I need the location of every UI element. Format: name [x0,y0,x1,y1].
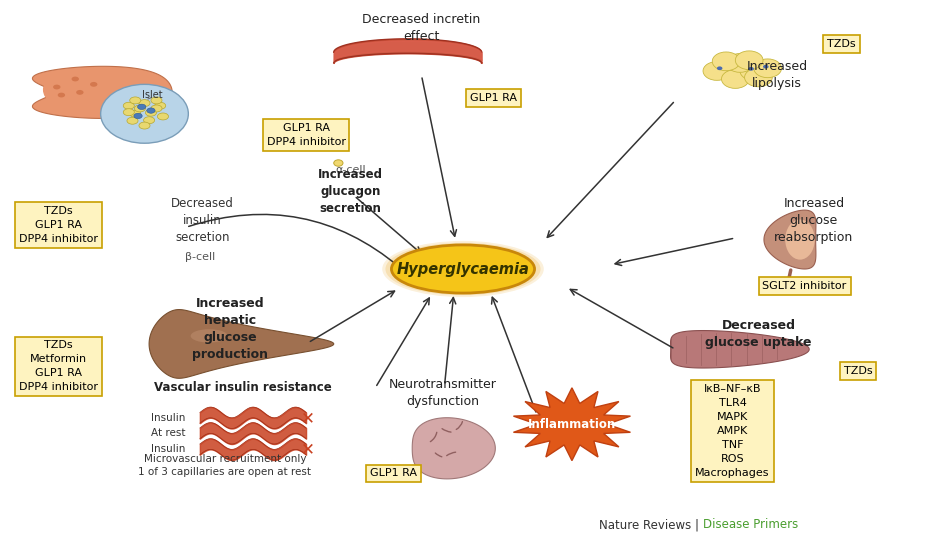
Text: β-cell: β-cell [185,252,215,262]
Text: SGLT2 inhibitor: SGLT2 inhibitor [762,281,846,291]
Text: Insulin: Insulin [151,413,185,423]
Ellipse shape [763,65,769,68]
Text: GLP1 RA: GLP1 RA [370,469,418,478]
Text: IκB–NF–κB
TLR4
MAPK
AMPK
TNF
ROS
Macrophages: IκB–NF–κB TLR4 MAPK AMPK TNF ROS Macroph… [695,384,770,478]
Text: Decreased
glucose uptake: Decreased glucose uptake [706,319,812,349]
Text: At rest: At rest [151,428,185,438]
Text: TZDs
Metformin
GLP1 RA
DPP4 inhibitor: TZDs Metformin GLP1 RA DPP4 inhibitor [19,341,98,392]
Ellipse shape [155,102,166,109]
Ellipse shape [76,90,83,95]
Ellipse shape [333,160,343,166]
Text: Increased
glucagon
secretion: Increased glucagon secretion [318,168,382,215]
Ellipse shape [134,105,145,112]
Ellipse shape [144,117,155,124]
Text: Disease Primers: Disease Primers [703,518,798,532]
Ellipse shape [392,245,534,293]
Ellipse shape [740,62,768,80]
Ellipse shape [745,68,772,87]
Polygon shape [764,210,816,269]
Ellipse shape [90,82,97,87]
Text: ✕: ✕ [301,441,315,458]
Ellipse shape [712,52,740,70]
Ellipse shape [57,93,65,97]
Text: Decreased incretin
effect: Decreased incretin effect [362,13,481,43]
Text: Insulin: Insulin [151,444,185,455]
Ellipse shape [147,108,156,114]
Text: GLP1 RA
DPP4 inhibitor: GLP1 RA DPP4 inhibitor [267,123,345,147]
Text: Hyperglycaemia: Hyperglycaemia [396,261,530,277]
Text: Increased
lipolysis: Increased lipolysis [746,60,807,90]
Text: Vascular insulin resistance: Vascular insulin resistance [155,381,332,394]
Ellipse shape [53,84,60,89]
Text: Nature Reviews |: Nature Reviews | [599,518,703,532]
Ellipse shape [127,117,138,124]
Text: Decreased
insulin
secretion: Decreased insulin secretion [171,197,234,244]
Ellipse shape [138,104,146,110]
Polygon shape [32,66,172,118]
Ellipse shape [139,122,150,129]
Text: TZDs: TZDs [844,366,872,376]
Text: GLP1 RA: GLP1 RA [470,93,517,103]
Ellipse shape [71,76,79,81]
Text: ✕: ✕ [301,409,315,427]
Ellipse shape [123,109,134,116]
Text: Neurotransmitter
dysfunction: Neurotransmitter dysfunction [389,378,496,408]
Ellipse shape [703,62,731,80]
Ellipse shape [130,110,141,117]
Polygon shape [670,330,809,368]
Polygon shape [149,309,333,378]
Ellipse shape [754,59,782,77]
Ellipse shape [382,241,544,297]
Ellipse shape [785,220,815,260]
Ellipse shape [735,51,763,69]
Ellipse shape [726,54,754,72]
Ellipse shape [151,97,162,104]
Ellipse shape [385,243,541,295]
Ellipse shape [717,66,722,70]
Text: Increased
hepatic
glucose
production: Increased hepatic glucose production [193,297,269,361]
Ellipse shape [134,114,143,118]
Ellipse shape [139,100,150,107]
Ellipse shape [123,102,134,109]
Text: TZDs: TZDs [827,39,856,49]
Ellipse shape [748,67,754,70]
Ellipse shape [191,329,228,343]
Ellipse shape [151,105,162,112]
Ellipse shape [130,97,141,104]
Text: TZDs
GLP1 RA
DPP4 inhibitor: TZDs GLP1 RA DPP4 inhibitor [19,206,98,244]
Text: Islet: Islet [142,90,162,100]
Text: Microvascular recruitment only
1 of 3 capillaries are open at rest: Microvascular recruitment only 1 of 3 ca… [138,454,311,477]
Polygon shape [412,417,495,479]
Text: Inflammation: Inflammation [528,417,616,431]
Ellipse shape [43,71,98,109]
Text: Increased
glucose
reabsorption: Increased glucose reabsorption [774,197,854,244]
Ellipse shape [145,109,156,116]
Text: α-cell: α-cell [335,165,366,175]
Ellipse shape [101,84,188,143]
Ellipse shape [721,69,749,88]
Polygon shape [513,388,631,461]
Ellipse shape [157,113,169,120]
